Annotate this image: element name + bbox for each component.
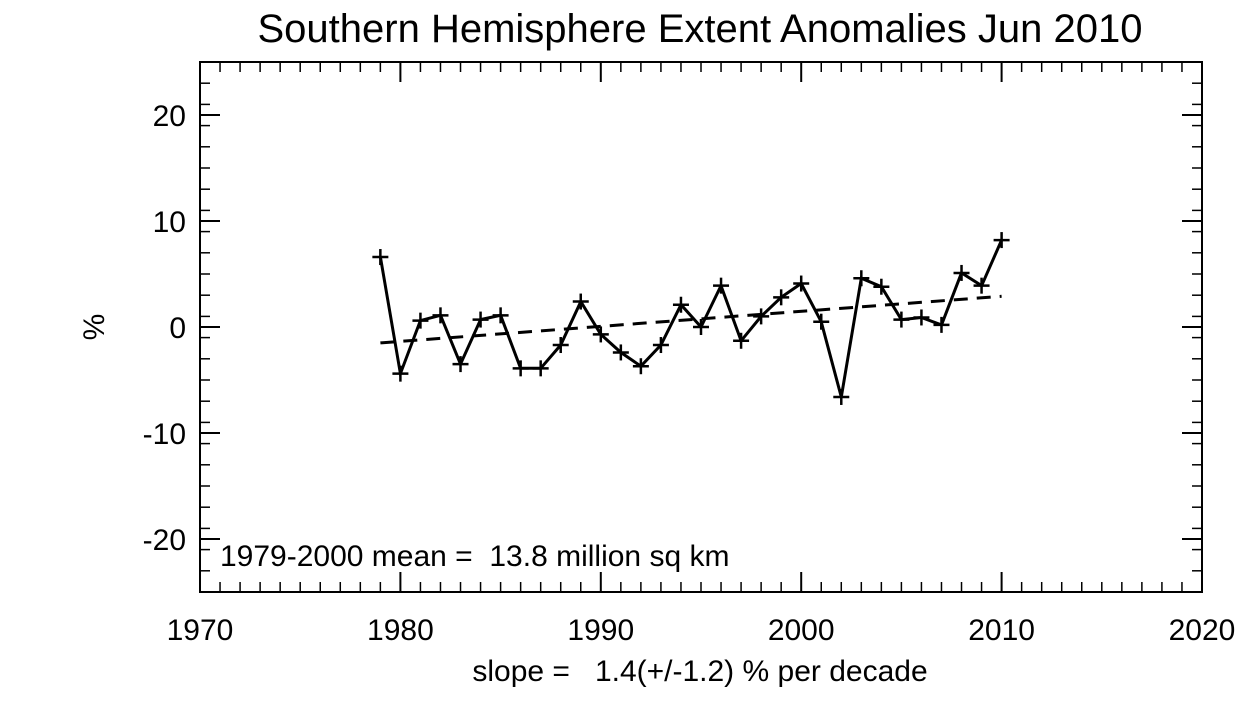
data-point-marker <box>612 344 629 361</box>
y-tick-label: 0 <box>169 312 186 345</box>
data-point-marker <box>773 289 790 306</box>
x-tick-label: 1980 <box>367 614 434 647</box>
major-ticks <box>199 62 1203 592</box>
data-point-marker <box>492 307 509 324</box>
data-point-marker <box>512 360 529 377</box>
data-point-marker <box>953 264 970 281</box>
data-point-marker <box>913 309 930 326</box>
data-point-marker <box>392 365 409 382</box>
data-point-marker <box>572 293 589 310</box>
data-point-marker <box>552 337 569 354</box>
data-point-marker <box>813 313 830 330</box>
data-point-marker <box>733 332 750 349</box>
data-point-marker <box>893 311 910 328</box>
data-point-marker <box>833 388 850 405</box>
data-point-marker <box>873 278 890 295</box>
series-layer <box>372 232 1010 405</box>
data-point-marker <box>592 326 609 343</box>
chart-title: Southern Hemisphere Extent Anomalies Jun… <box>258 7 1143 51</box>
data-point-marker <box>372 249 389 266</box>
data-point-marker <box>432 307 449 324</box>
x-tick-label: 2000 <box>768 614 835 647</box>
data-point-marker <box>652 337 669 354</box>
trend-line <box>380 294 1002 345</box>
x-tick-label: 2020 <box>1169 614 1236 647</box>
data-point-marker <box>693 319 709 335</box>
minor-ticks <box>200 62 1202 592</box>
data-point-marker <box>713 277 730 294</box>
x-axis-label: slope = 1.4(+/-1.2) % per decade <box>472 655 927 688</box>
data-point-marker <box>753 308 770 325</box>
data-point-marker <box>452 356 469 373</box>
y-axis-label: % <box>78 314 111 341</box>
data-point-marker <box>853 270 870 287</box>
data-point-marker <box>993 232 1010 249</box>
data-point-marker <box>672 296 689 313</box>
data-point-marker <box>532 360 549 377</box>
y-tick-label: -10 <box>143 418 186 451</box>
y-tick-label: -20 <box>143 524 186 557</box>
data-point-marker <box>412 312 429 329</box>
data-point-marker <box>933 316 950 333</box>
data-point-marker <box>472 311 489 328</box>
data-point-marker <box>632 358 649 375</box>
x-tick-label: 1990 <box>567 614 634 647</box>
y-tick-label: 20 <box>153 100 186 133</box>
x-tick-label: 1970 <box>167 614 234 647</box>
y-tick-labels: -20 -10 0 10 20 <box>143 100 186 557</box>
x-tick-labels: 1970 1980 1990 2000 2010 2020 <box>167 614 1236 647</box>
y-tick-label: 10 <box>153 206 186 239</box>
mean-annotation: 1979-2000 mean = 13.8 million sq km <box>220 540 729 573</box>
x-tick-label: 2010 <box>968 614 1035 647</box>
data-point-marker <box>973 277 990 294</box>
data-point-marker <box>793 275 810 292</box>
